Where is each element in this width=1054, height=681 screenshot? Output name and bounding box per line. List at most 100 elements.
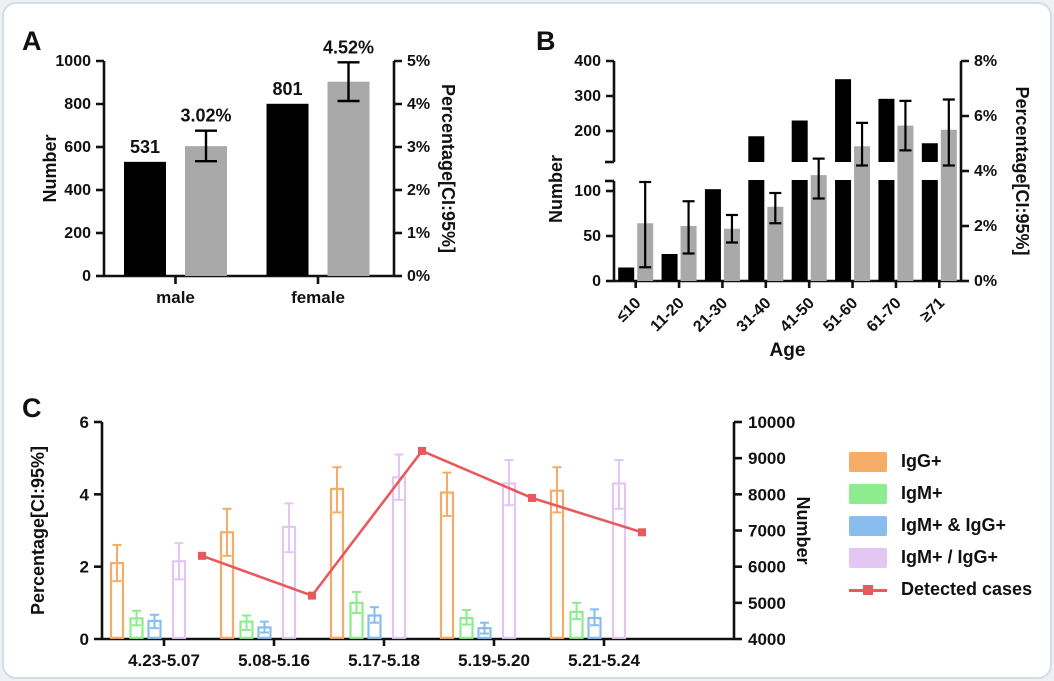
legend-swatch-igg_orange xyxy=(849,451,887,472)
line-marker xyxy=(198,551,206,560)
bar-percentage-female xyxy=(327,81,370,276)
bar-number-female xyxy=(266,103,309,276)
bar-number-upper-31-40 xyxy=(748,136,765,162)
legend-item: IgG+ xyxy=(849,451,1032,472)
svg-text:0: 0 xyxy=(592,273,601,290)
svg-text:6000: 6000 xyxy=(748,558,786,577)
bar-number-male xyxy=(124,161,166,276)
svg-text:Percentage[CI:95%]: Percentage[CI:95%] xyxy=(28,446,48,615)
svg-text:300: 300 xyxy=(574,88,601,105)
svg-text:Number: Number xyxy=(793,496,813,564)
svg-text:5.21-5.24: 5.21-5.24 xyxy=(568,651,640,670)
bar-number-lower-51-60 xyxy=(835,180,852,281)
svg-text:51-60: 51-60 xyxy=(820,295,861,336)
svg-text:4: 4 xyxy=(80,485,90,504)
legend-item: IgM+ / IgG+ xyxy=(849,547,1032,568)
bar xyxy=(501,482,517,639)
svg-text:6: 6 xyxy=(80,413,89,432)
svg-text:5.17-5.18: 5.17-5.18 xyxy=(348,651,420,670)
svg-text:801: 801 xyxy=(272,79,302,99)
svg-text:Percentage[CI:95%]: Percentage[CI:95%] xyxy=(438,84,458,253)
svg-text:4000: 4000 xyxy=(748,630,786,649)
svg-text:3.02%: 3.02% xyxy=(180,106,231,126)
bar-number-≤10 xyxy=(618,267,635,281)
svg-text:0%: 0% xyxy=(974,273,997,290)
svg-text:≤10: ≤10 xyxy=(614,295,645,326)
svg-text:male: male xyxy=(156,288,195,307)
svg-text:2: 2 xyxy=(80,558,89,577)
legend-line-swatch xyxy=(849,580,887,600)
series-IgM+ xyxy=(129,590,584,639)
svg-text:5000: 5000 xyxy=(748,594,786,613)
legend-item: Detected cases xyxy=(849,579,1032,600)
panel-a-bars: 531 3.02% 801 4.52% xyxy=(124,37,374,276)
panel-a-chart-sex: 0 200 400 600 800 1000 0% 1% 2% 3% 4% 5% male female N… xyxy=(40,37,458,307)
svg-text:5.19-5.20: 5.19-5.20 xyxy=(458,651,530,670)
svg-text:7000: 7000 xyxy=(748,522,786,541)
bar-number-upper-≥71 xyxy=(921,143,938,162)
bar-percentage-male xyxy=(185,146,227,276)
legend: IgG+ IgM+ IgM+ & IgG+ IgM+ / IgG+ Detected c… xyxy=(849,451,1032,600)
svg-text:531: 531 xyxy=(130,137,160,157)
svg-text:Age: Age xyxy=(770,340,806,361)
svg-text:4%: 4% xyxy=(974,163,997,180)
panel-a-axes: 0 200 400 600 800 1000 0% 1% 2% 3% 4% 5% male female N… xyxy=(40,53,458,307)
detected-cases-line xyxy=(198,446,646,600)
svg-text:50: 50 xyxy=(583,228,601,245)
svg-text:1000: 1000 xyxy=(55,53,91,70)
svg-text:≥71: ≥71 xyxy=(917,295,948,326)
legend-swatch-igm_and_igg_blue xyxy=(849,515,887,536)
bar-percentage-≥71 xyxy=(940,129,957,281)
svg-text:2%: 2% xyxy=(407,182,430,199)
svg-text:5%: 5% xyxy=(407,53,430,70)
bar-percentage-31-40 xyxy=(767,206,784,281)
legend-label: IgM+ xyxy=(901,483,943,503)
panel-c-bars xyxy=(109,453,627,639)
svg-text:11-20: 11-20 xyxy=(648,295,688,335)
bar-number-upper-61-70 xyxy=(878,98,895,162)
bar-number-upper-51-60 xyxy=(835,79,852,162)
legend-label: IgM+ & IgG+ xyxy=(901,515,1007,535)
svg-text:Percentage[CI:95%]: Percentage[CI:95%] xyxy=(1012,86,1032,255)
svg-text:Number: Number xyxy=(546,155,566,223)
bar-number-upper-41-50 xyxy=(791,120,808,162)
legend-label: Detected cases xyxy=(901,579,1033,599)
panel-c-letter: C xyxy=(22,393,42,423)
svg-text:4.52%: 4.52% xyxy=(323,37,374,57)
panel-b-letter: B xyxy=(536,26,556,56)
bar-number-lower-41-50 xyxy=(791,180,808,281)
svg-text:100: 100 xyxy=(574,183,601,200)
bar-number-lower-31-40 xyxy=(748,180,765,281)
bar-number-lower-61-70 xyxy=(878,180,895,281)
legend-item: IgM+ & IgG+ xyxy=(849,515,1032,536)
panel-a-letter: A xyxy=(22,26,42,56)
svg-text:600: 600 xyxy=(64,139,91,156)
panel-c-axes: 0 2 4 6 4000 5000 6000 7000 8000 9000 10000 Percent… xyxy=(28,413,813,670)
svg-text:200: 200 xyxy=(64,225,91,242)
line-marker xyxy=(528,493,536,502)
svg-text:10000: 10000 xyxy=(748,413,795,432)
svg-text:2%: 2% xyxy=(974,218,997,235)
svg-text:Number: Number xyxy=(40,134,60,202)
svg-text:21-30: 21-30 xyxy=(690,295,731,336)
svg-text:400: 400 xyxy=(574,53,601,70)
series-IgM+IgG+ xyxy=(147,606,602,639)
svg-text:31-40: 31-40 xyxy=(734,295,775,336)
panel-b-chart-age: 0 50 100 200 300 400 0% 2% 4% 6% 8% Number Percentag… xyxy=(546,53,1032,361)
svg-text:6%: 6% xyxy=(974,108,997,125)
svg-text:4%: 4% xyxy=(407,96,430,113)
svg-text:3%: 3% xyxy=(407,139,430,156)
svg-text:400: 400 xyxy=(64,182,91,199)
panel-c-chart-timeline: 0 2 4 6 4000 5000 6000 7000 8000 9000 10000 Percent… xyxy=(28,413,813,670)
svg-text:0: 0 xyxy=(82,268,91,285)
svg-text:0%: 0% xyxy=(407,268,430,285)
line-marker xyxy=(308,591,316,600)
svg-text:female: female xyxy=(291,288,345,307)
legend-swatch-igm_or_igg_purple xyxy=(849,547,887,568)
svg-text:9000: 9000 xyxy=(748,449,786,468)
svg-text:8%: 8% xyxy=(974,53,997,70)
line-marker xyxy=(418,446,426,455)
line-marker xyxy=(638,528,646,537)
panel-b-bars: ≤10 11-20 21-30 31-40 41-50 51-60 61-70 ≥71 xyxy=(614,79,957,336)
